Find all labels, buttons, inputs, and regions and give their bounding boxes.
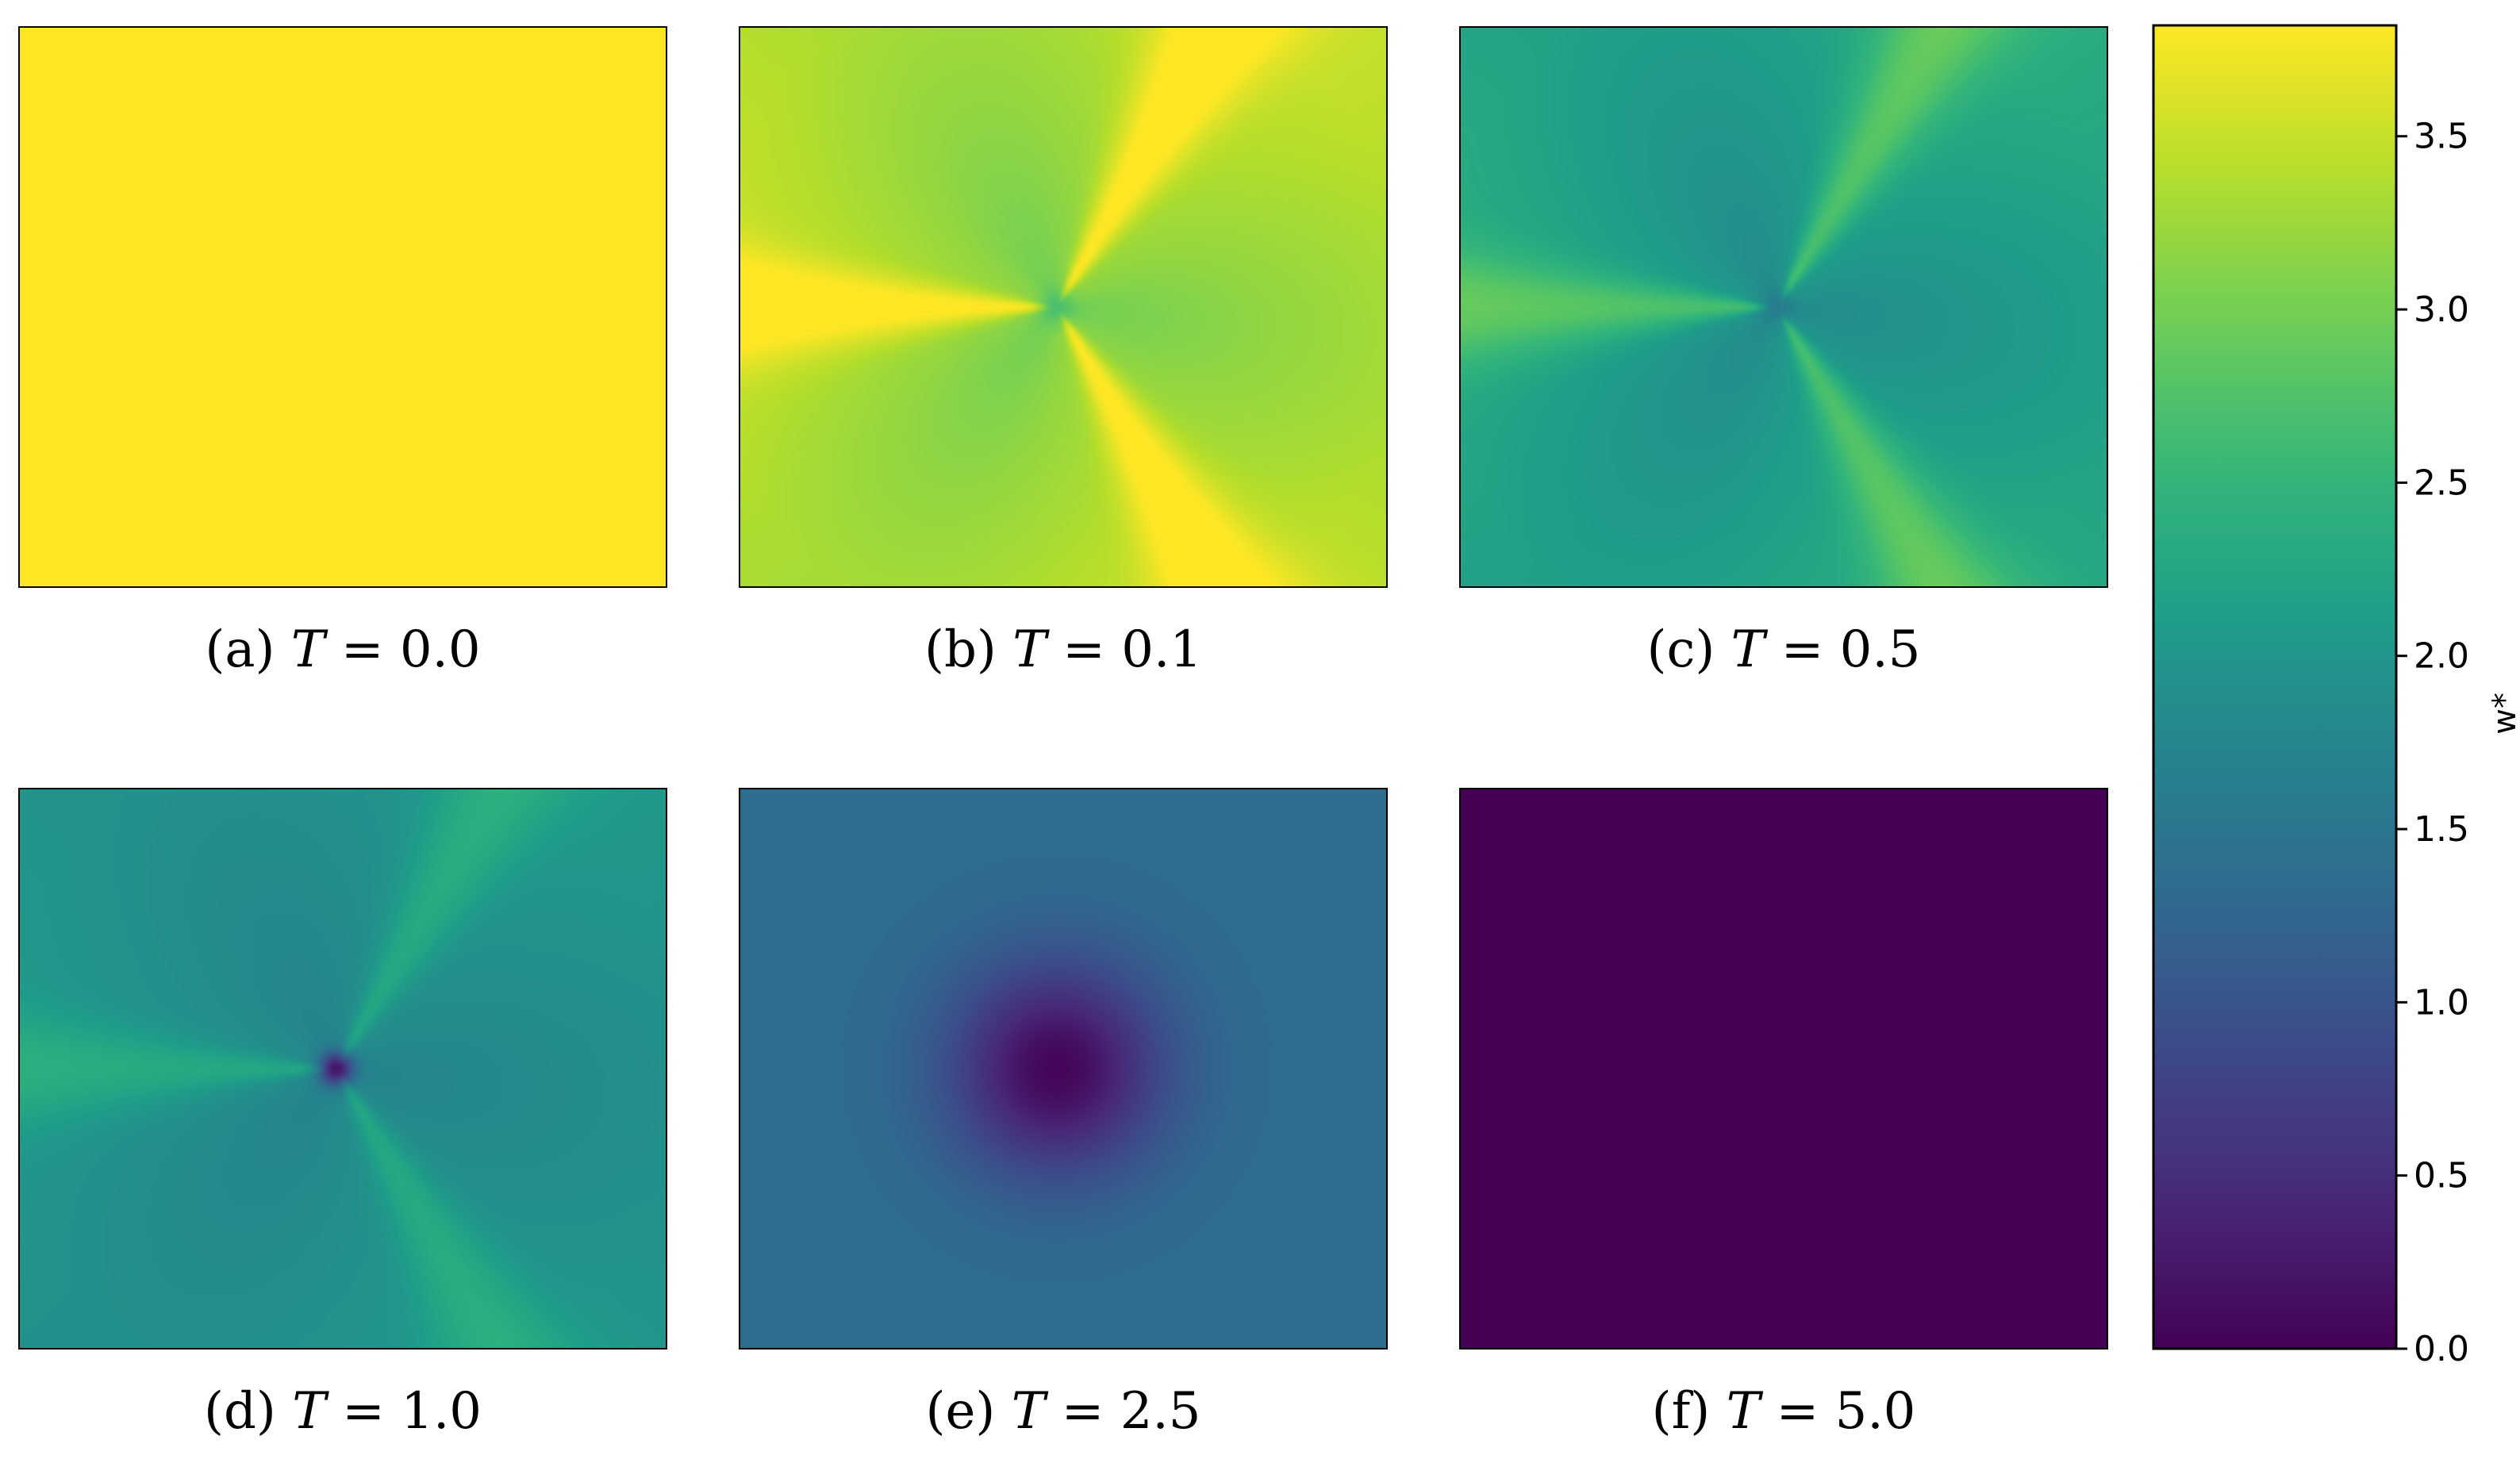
colorbar-gradient — [2152, 24, 2398, 1350]
panel-frame — [18, 26, 667, 588]
heatmap-panel-c — [1460, 27, 2107, 587]
heatmap-panel-f — [1460, 789, 2107, 1349]
panel-caption-a: (a) T = 0.0 — [205, 620, 480, 679]
heatmap-panel-a — [19, 27, 666, 587]
panel-caption-b: (b) T = 0.1 — [924, 620, 1202, 679]
colorbar-tick-label: 3.5 — [2414, 117, 2469, 157]
colorbar-tick-label: 2.5 — [2414, 463, 2469, 503]
panel-frame — [739, 26, 1388, 588]
colorbar-tick-label: 1.0 — [2414, 982, 2469, 1023]
heatmap-panel-e — [739, 789, 1387, 1349]
heatmap-panels — [18, 26, 2108, 1350]
panel-frame — [739, 788, 1388, 1350]
colorbar-tick-label: 1.5 — [2414, 809, 2469, 850]
panel-frame — [1459, 788, 2108, 1350]
colorbar-label: w* — [2487, 693, 2520, 735]
colorbar-tick-label: 0.0 — [2414, 1329, 2469, 1369]
panel-caption-d: (d) T = 1.0 — [204, 1382, 482, 1441]
panel-caption-e: (e) T = 2.5 — [926, 1382, 1201, 1441]
heatmap-panel-d — [19, 789, 666, 1349]
panel-captions: (a) T = 0.0 (b) T = 0.1 (c) T = 0.5 (d) T =… — [204, 620, 1920, 1441]
colorbar: 0.0 0.5 1.0 1.5 2.0 2.5 3.0 3.5 w* — [2152, 24, 2520, 1369]
colorbar-tick-label: 0.5 — [2414, 1156, 2469, 1196]
colorbar-tick-label: 2.0 — [2414, 636, 2469, 677]
panel-caption-c: (c) T = 0.5 — [1647, 620, 1921, 679]
panel-frame — [18, 788, 667, 1350]
panel-frame — [1459, 26, 2108, 588]
panel-caption-f: (f) T = 5.0 — [1652, 1382, 1916, 1441]
colorbar-tick-label: 3.0 — [2414, 290, 2469, 330]
heatmap-panel-b — [739, 27, 1387, 587]
